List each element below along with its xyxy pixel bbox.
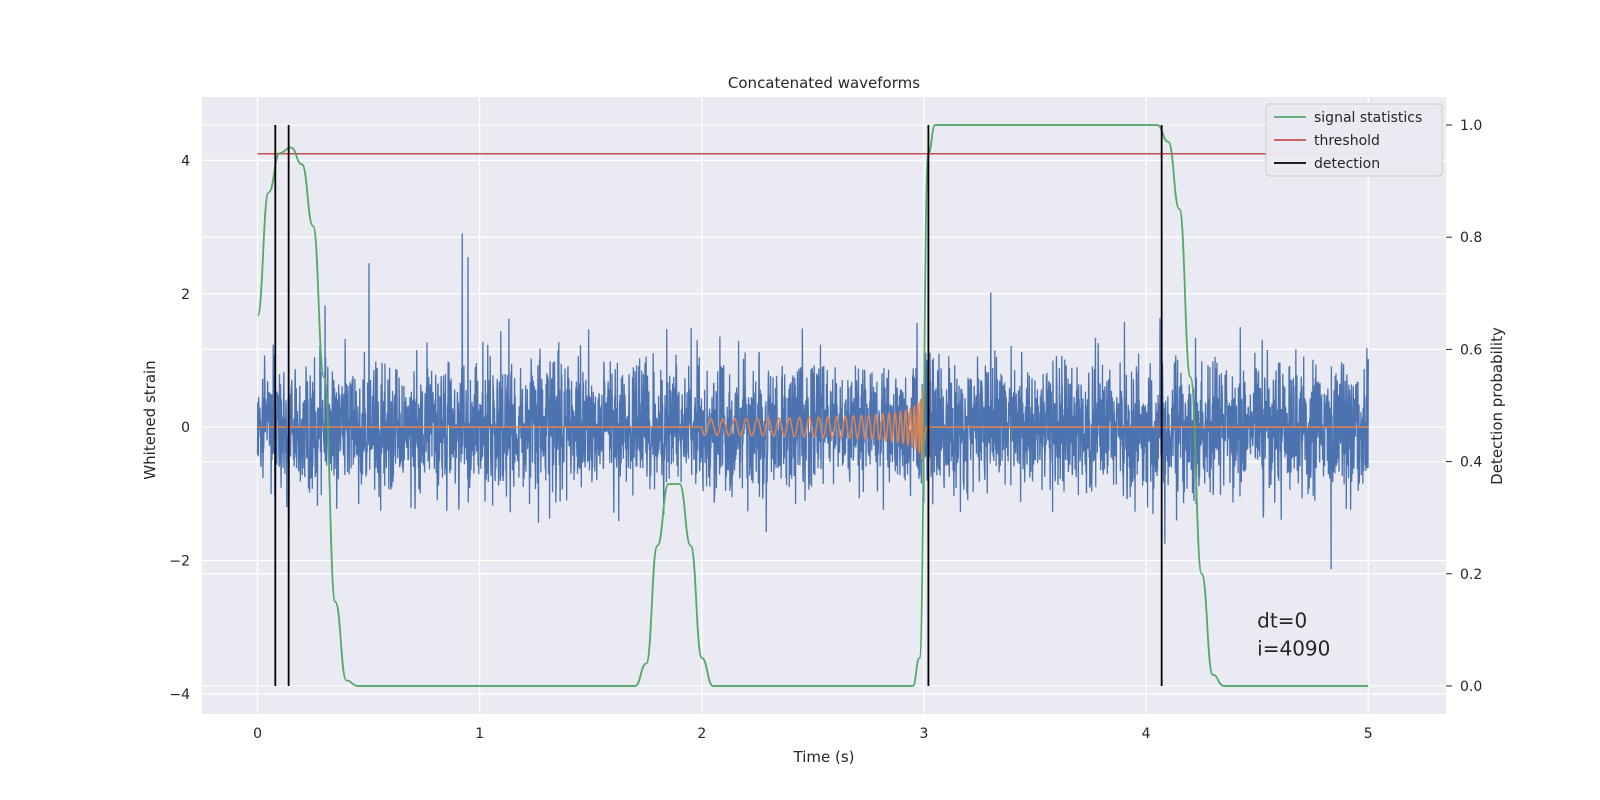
legend-label: threshold bbox=[1314, 133, 1380, 149]
series-signal-statistics bbox=[256, 124, 1369, 687]
annotation-text: dt=0 bbox=[1257, 608, 1307, 632]
y-axis-label: Whitened strain bbox=[141, 360, 159, 479]
annotation-text: i=4090 bbox=[1257, 636, 1330, 660]
y2-tick-label: 0.6 bbox=[1460, 342, 1482, 358]
y2-tick-label: 0.4 bbox=[1460, 455, 1482, 471]
y-tick-label: 4 bbox=[181, 153, 190, 169]
annotations: dt=0 i=4090 bbox=[1257, 608, 1330, 660]
x-tick-label: 5 bbox=[1364, 726, 1373, 742]
series-injected-signal bbox=[257, 388, 1369, 469]
y-tick-label: −4 bbox=[169, 687, 190, 703]
x-tick-label: 3 bbox=[920, 726, 929, 742]
y-tick-label: 2 bbox=[181, 287, 190, 303]
legend-label: detection bbox=[1314, 156, 1380, 172]
y2-axis-label: Detection probability bbox=[1488, 327, 1506, 485]
x-tick-label: 1 bbox=[475, 726, 484, 742]
y2-tick-label: 0.8 bbox=[1460, 230, 1482, 246]
y2-tick-label: 0.2 bbox=[1460, 567, 1482, 583]
y2-tick-label: 1.0 bbox=[1460, 118, 1482, 134]
data-layer bbox=[256, 124, 1380, 687]
series-strain-noise bbox=[256, 233, 1369, 570]
x-tick-label: 4 bbox=[1142, 726, 1151, 742]
tick-labels: 0 1 2 3 4 5 −4 −2 0 2 4 0.0 0.2 0.4 0.6 0.8 1.0 bbox=[169, 118, 1482, 742]
x-axis-label: Time (s) bbox=[793, 748, 855, 766]
y-tick-label: 0 bbox=[181, 420, 190, 436]
x-tick-label: 0 bbox=[253, 726, 262, 742]
chart-title: Concatenated waveforms bbox=[728, 74, 920, 92]
x-tick-label: 2 bbox=[697, 726, 706, 742]
legend-label: signal statistics bbox=[1314, 110, 1422, 126]
y2-tick-label: 0.0 bbox=[1460, 679, 1482, 695]
legend-box bbox=[1265, 103, 1443, 177]
legend: signal statistics threshold detection bbox=[1265, 103, 1443, 177]
y-tick-label: −2 bbox=[169, 554, 190, 570]
